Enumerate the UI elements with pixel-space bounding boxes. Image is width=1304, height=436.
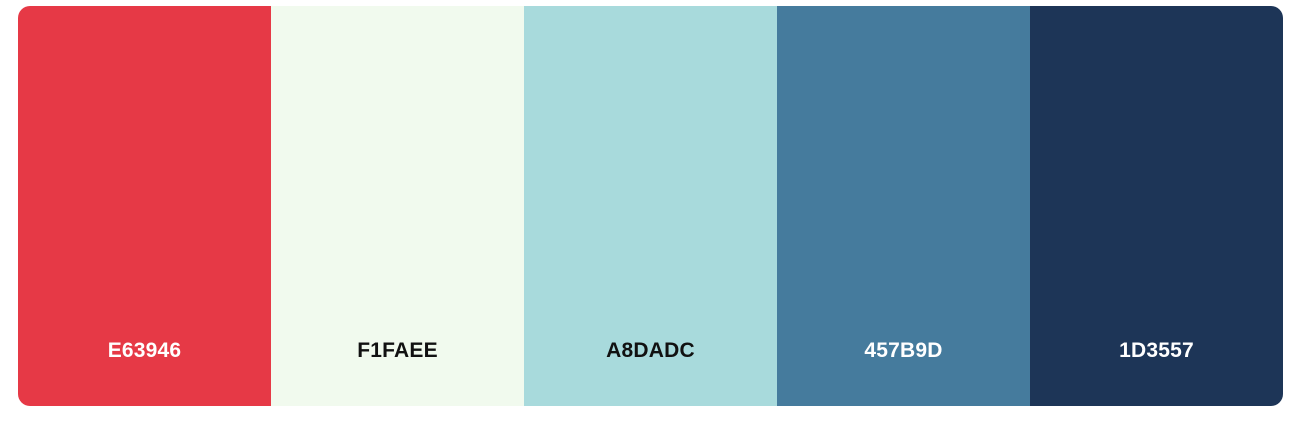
swatch-hex-label: F1FAEE <box>357 339 438 362</box>
color-swatch-3[interactable]: A8DADC <box>524 6 777 406</box>
color-swatch-4[interactable]: 457B9D <box>777 6 1030 406</box>
color-swatch-2[interactable]: F1FAEE <box>271 6 524 406</box>
swatch-hex-label: A8DADC <box>606 339 695 362</box>
swatch-hex-label: 1D3557 <box>1119 339 1194 362</box>
color-palette: E63946 F1FAEE A8DADC 457B9D 1D3557 <box>18 6 1283 406</box>
color-swatch-5[interactable]: 1D3557 <box>1030 6 1283 406</box>
swatch-hex-label: 457B9D <box>864 339 943 362</box>
swatch-hex-label: E63946 <box>107 339 182 362</box>
color-swatch-1[interactable]: E63946 <box>18 6 271 406</box>
